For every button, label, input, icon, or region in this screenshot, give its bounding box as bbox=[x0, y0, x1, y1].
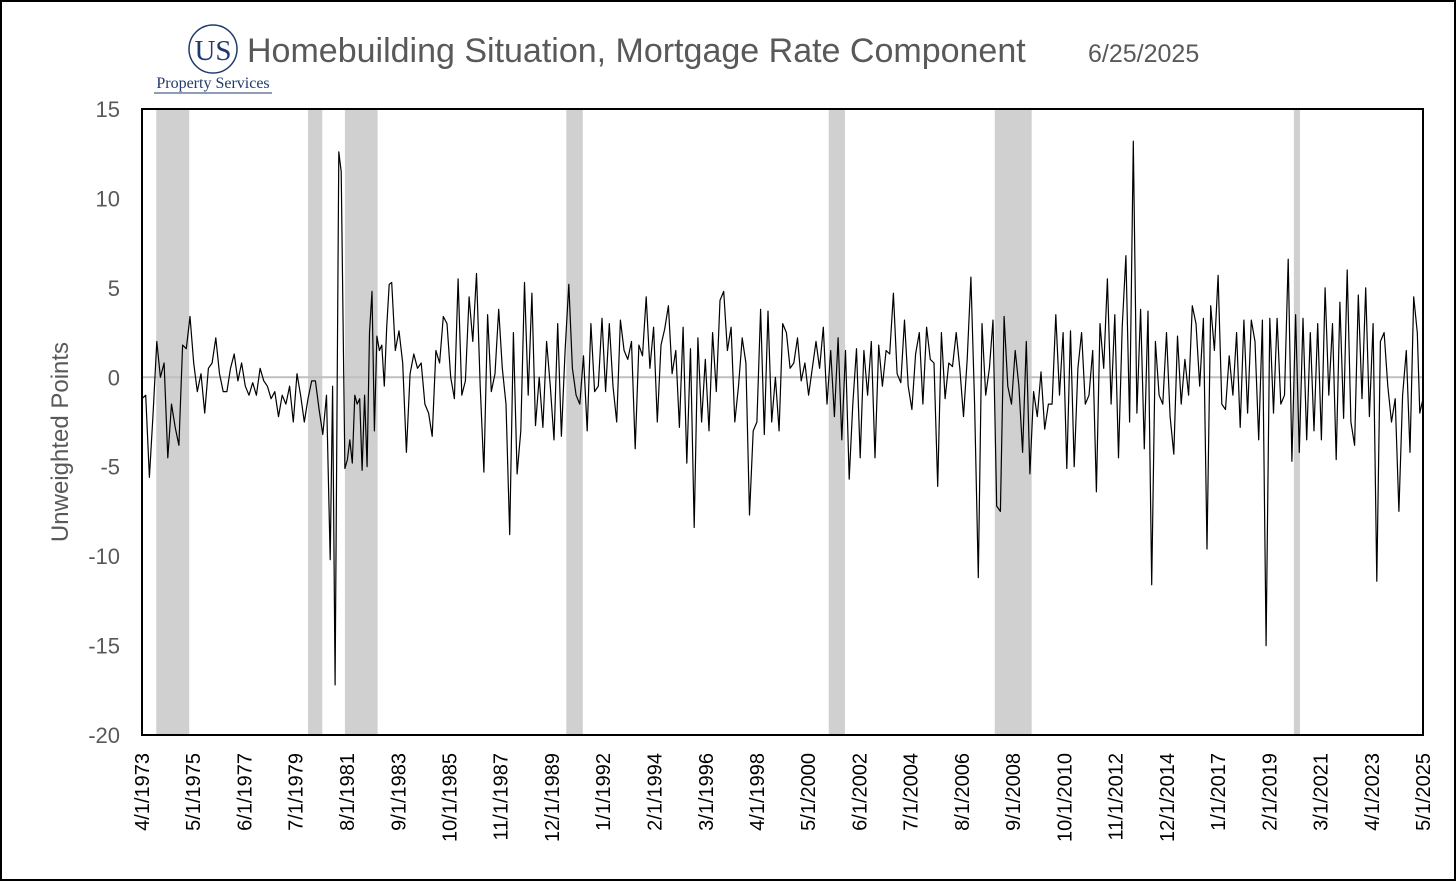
y-tick-label: -20 bbox=[88, 723, 120, 748]
recession-band-5 bbox=[828, 109, 845, 735]
x-tick-label: 2/1/1994 bbox=[644, 753, 666, 831]
x-tick-label: 3/1/2021 bbox=[1311, 753, 1333, 831]
x-tick-label: 8/1/1981 bbox=[337, 753, 359, 831]
x-tick-label: 3/1/1996 bbox=[696, 753, 718, 831]
x-tick-label: 5/1/2000 bbox=[798, 753, 820, 831]
series-line-1 bbox=[141, 140, 1424, 686]
y-tick-label: 0 bbox=[108, 365, 120, 390]
x-tick-label: 12/1/2014 bbox=[1157, 753, 1179, 842]
x-tick-label: 10/1/1985 bbox=[440, 753, 462, 842]
x-tick-label: 4/1/1998 bbox=[747, 753, 769, 831]
chart-date: 6/25/2025 bbox=[1088, 40, 1199, 68]
recession-band-2 bbox=[308, 109, 323, 735]
x-tick-label: 7/1/1979 bbox=[286, 753, 308, 831]
x-tick-label: 9/1/2008 bbox=[1003, 753, 1025, 831]
x-tick-label: 12/1/1989 bbox=[542, 753, 564, 842]
x-tick-label: 1/1/1992 bbox=[593, 753, 615, 831]
x-tick-label: 9/1/1983 bbox=[388, 753, 410, 831]
x-tick-label: 11/1/2012 bbox=[1106, 753, 1128, 841]
x-tick-label: 11/1/1987 bbox=[491, 753, 513, 841]
recession-band-4 bbox=[566, 109, 583, 735]
recession-band-3 bbox=[344, 109, 378, 735]
x-tick-label: 8/1/2006 bbox=[952, 753, 974, 831]
x-tick-label: 6/1/2002 bbox=[850, 753, 872, 831]
y-tick-label: 5 bbox=[108, 276, 120, 301]
x-tick-label: 4/1/1973 bbox=[132, 753, 154, 831]
recession-band-7 bbox=[1293, 109, 1301, 735]
plot-area-border bbox=[141, 108, 1424, 736]
recession-bands bbox=[156, 109, 1301, 735]
y-tick-label: -15 bbox=[88, 634, 120, 659]
y-tick-label: 15 bbox=[96, 97, 120, 122]
x-tick-label: 4/1/2023 bbox=[1362, 753, 1384, 831]
series-layer bbox=[141, 140, 1424, 686]
x-tick-label: 1/1/2017 bbox=[1208, 753, 1230, 831]
chart-title: Homebuilding Situation, Mortgage Rate Co… bbox=[247, 32, 1026, 70]
y-tick-label: -10 bbox=[88, 544, 120, 569]
x-tick-label: 6/1/1977 bbox=[235, 753, 257, 831]
x-axis-ticks: 4/1/1973 5/1/1975 6/1/1977 7/1/1979 8/1/1981… bbox=[132, 753, 1435, 842]
logo-initials: US bbox=[194, 35, 231, 67]
x-tick-label: 10/1/2010 bbox=[1054, 753, 1076, 842]
x-tick-label: 5/1/1975 bbox=[183, 753, 205, 831]
logo-ring-icon bbox=[188, 24, 238, 74]
x-tick-label: 7/1/2004 bbox=[901, 753, 923, 831]
y-axis-ticks: 15 10 5 0 -5 -10 -15 -20 bbox=[88, 97, 120, 748]
x-tick-label: 5/1/2025 bbox=[1413, 753, 1435, 831]
recession-band-6 bbox=[994, 109, 1032, 735]
logo: US Property Services bbox=[154, 24, 272, 94]
logo-tagline: Property Services bbox=[156, 75, 269, 92]
y-axis-label: Unweighted Points bbox=[47, 342, 74, 542]
recession-band-1 bbox=[156, 109, 190, 735]
x-tick-label: 2/1/2019 bbox=[1259, 753, 1281, 831]
y-tick-label: 10 bbox=[96, 186, 120, 211]
y-tick-label: -5 bbox=[100, 455, 120, 480]
